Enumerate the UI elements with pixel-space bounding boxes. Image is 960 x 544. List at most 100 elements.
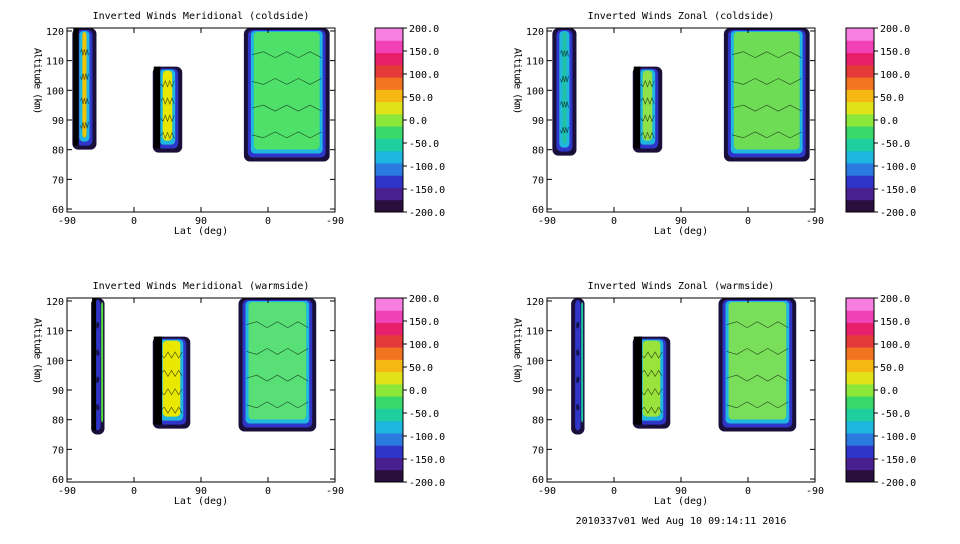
y-tick-label: 90 [52,116,64,127]
contour-core [253,32,320,150]
y-axis-label: Altitude (km) [32,48,43,113]
contour-line [576,322,580,329]
y-tick-label: 100 [46,86,64,97]
colorbar-tick-label: 0.0 [409,386,427,397]
contour-line [731,131,802,139]
colorbar: 200.0 150.0 100.0 50.0 0.0 -50.0 -100.0 -150.0 -… [374,294,445,489]
contour-line [251,51,322,59]
colorbar-segment [846,199,874,213]
contour-region [72,28,97,150]
colorbar-segment [846,334,874,348]
colorbar-segment [846,322,874,336]
contour-line [80,122,89,130]
colorbar-segment [375,298,403,311]
colorbar-tick-label: 0.0 [409,116,427,127]
colorbar-segment [846,383,874,397]
colorbar-tick-label: 0.0 [880,386,898,397]
x-tick-label: 90 [195,216,207,227]
contour-line [80,97,89,105]
x-axis-label: Lat (deg) [174,496,228,507]
colorbar-segment [375,28,403,41]
contour-region [632,66,663,153]
colorbar-segment [375,64,403,78]
chart-title: Inverted Winds Zonal (warmside) [588,281,775,292]
colorbar-tick-label: 100.0 [880,340,910,351]
x-tick-label: 0 [611,216,617,227]
chart-panel-1: Inverted Winds Meridional (coldside) 60 70… [32,11,446,237]
contour-line [160,369,183,377]
contour-line [160,388,183,396]
colorbar-tick-label: 200.0 [880,24,910,35]
chart-title: Inverted Winds Meridional (coldside) [93,11,310,22]
contour-line [576,404,580,411]
colorbar-segment [846,445,874,458]
contour-dense-lines [153,336,163,425]
footer-timestamp: 2010337v01 Wed Aug 10 09:14:11 2016 [576,516,787,527]
y-tick-label: 60 [532,475,544,486]
contour-line [246,374,309,382]
colorbar-tick-label: 200.0 [409,24,439,35]
colorbar-segment [846,396,874,409]
x-tick-label: 0 [131,216,137,227]
colorbar-segment [846,187,874,201]
colorbar-segment [846,175,874,188]
contour-line [96,322,100,329]
contour-region [552,28,577,156]
x-tick-label: 0 [265,216,271,227]
contour-line [726,401,789,409]
colorbar-segment [375,322,403,336]
contour-line [640,131,655,140]
y-tick-label: 120 [526,27,544,38]
colorbar-segment [846,52,874,66]
contour-dense-lines [633,336,643,425]
colorbar-segment [846,469,874,483]
contour-region [571,298,585,435]
contour-line [640,369,663,377]
y-tick-label: 70 [52,175,64,186]
contour-line [251,131,322,139]
contour-dense-lines [633,66,641,149]
contour-line [726,321,789,329]
contour-line [160,351,183,359]
colorbar-tick-label: -100.0 [880,162,916,173]
contour-line [80,48,89,56]
contour-line [246,401,309,409]
chart-title: Inverted Winds Zonal (coldside) [588,11,775,22]
x-tick-label: 90 [675,486,687,497]
contour-line [160,79,175,88]
contour-line [560,49,569,57]
colorbar-segment [846,113,874,127]
contour-line [160,406,183,414]
colorbar-segment [846,126,874,139]
colorbar-segment [375,408,403,422]
y-axis-label: Altitude (km) [512,318,523,383]
colorbar-segment [375,469,403,483]
colorbar-tick-label: -50.0 [409,139,439,150]
contour-core [642,70,653,141]
chart-panel-2: Inverted Winds Zonal (coldside) 60 70 80 90 1… [512,11,917,237]
contour-dense-lines [92,298,97,431]
chart-panel-3: Inverted Winds Meridional (warmside) 60 70… [32,281,446,507]
colorbar-segment [375,138,403,152]
contour-band-blue [95,300,101,431]
colorbar-segment [846,40,874,54]
y-tick-label: 90 [532,386,544,397]
contour-line [246,348,309,355]
contour-line [160,131,175,140]
x-axis-label: Lat (deg) [654,226,708,237]
y-tick-label: 100 [526,356,544,367]
colorbar-segment [846,347,874,360]
contour-line [576,376,580,383]
contour-core [82,32,87,138]
contour-line [80,73,89,81]
contour-line [96,349,100,356]
colorbar-tick-label: 100.0 [409,340,439,351]
contour-line [726,348,789,355]
contour-core [642,340,661,417]
colorbar-segment [375,445,403,458]
y-tick-label: 80 [52,146,64,157]
colorbar: 200.0 150.0 100.0 50.0 0.0 -50.0 -100.0 -150.0 -… [374,24,445,219]
colorbar-segment [375,162,403,176]
contour-core [101,302,104,423]
x-tick-label: 90 [195,486,207,497]
